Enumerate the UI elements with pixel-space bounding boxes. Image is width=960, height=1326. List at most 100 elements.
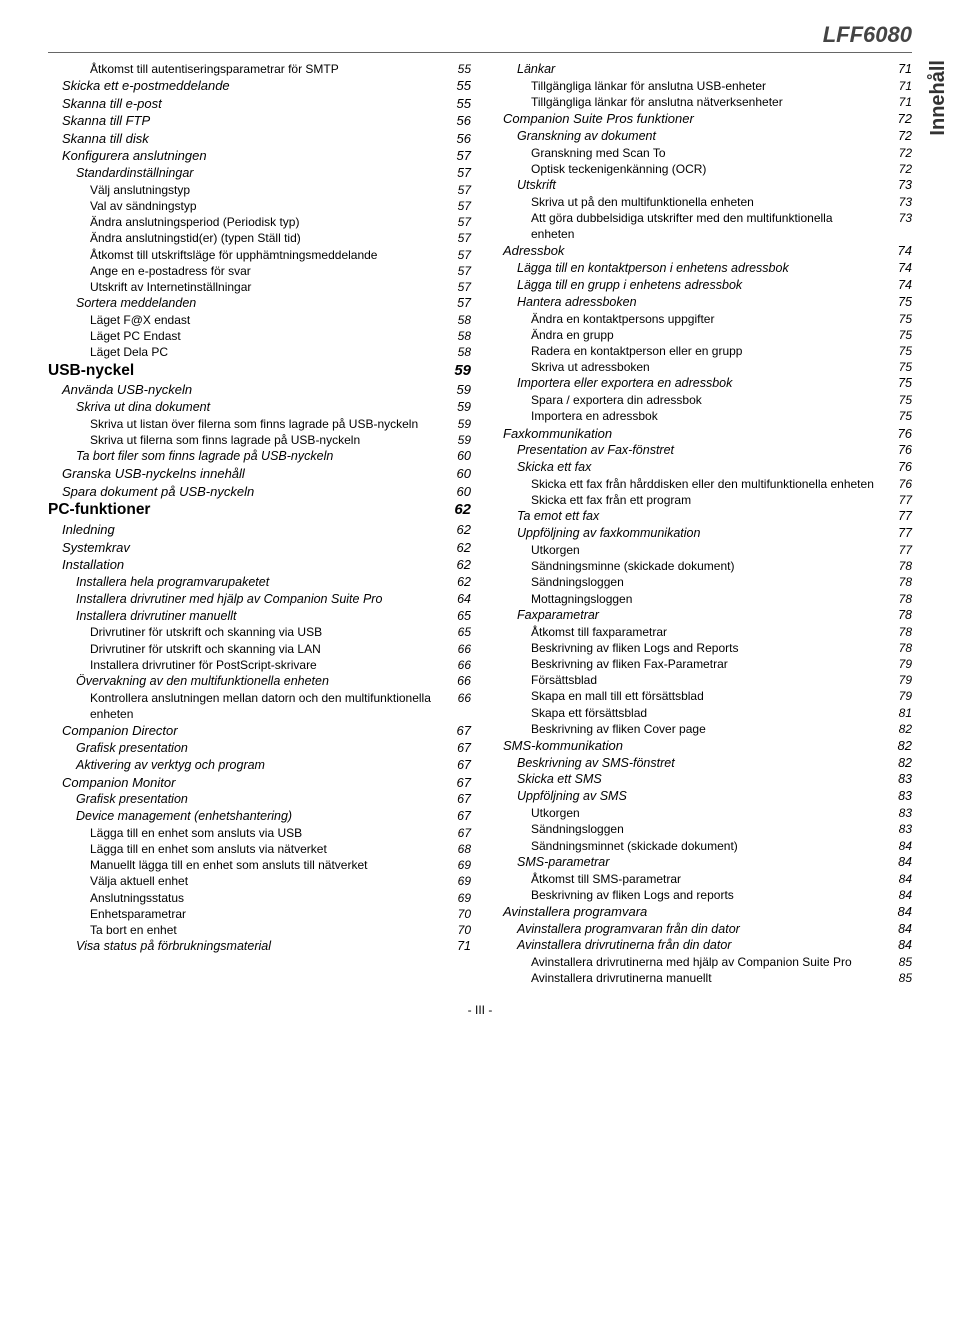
toc-label: Radera en kontaktperson eller en grupp [531, 343, 884, 359]
toc-label: Försättsblad [531, 672, 884, 688]
toc-page: 67 [443, 808, 471, 825]
toc-row: Avinstallera drivrutinerna från din dato… [489, 937, 912, 954]
toc-row: Beskrivning av fliken Fax-Parametrar79 [489, 656, 912, 672]
toc-page: 79 [884, 656, 912, 672]
toc-label: Läget Dela PC [90, 344, 443, 360]
toc-label: Tillgängliga länkar för anslutna nätverk… [531, 94, 884, 110]
toc-row: Åtkomst till autentiseringsparametrar fö… [48, 61, 471, 77]
toc-label: Granska USB-nyckelns innehåll [62, 465, 443, 483]
toc-label: Åtkomst till utskriftsläge för upphämtni… [90, 247, 443, 263]
toc-row: Konfigurera anslutningen57 [48, 147, 471, 165]
toc-page: 78 [884, 591, 912, 607]
toc-label: Konfigurera anslutningen [62, 147, 443, 165]
toc-label: Spara dokument på USB-nyckeln [62, 483, 443, 501]
toc-label: Avinstallera programvara [503, 903, 884, 921]
toc-page: 60 [443, 483, 471, 501]
toc-row: Ändra en kontaktpersons uppgifter75 [489, 311, 912, 327]
toc-row: Ta emot ett fax77 [489, 508, 912, 525]
toc-row: Utkorgen77 [489, 542, 912, 558]
toc-page: 84 [884, 903, 912, 921]
toc-page: 71 [884, 94, 912, 110]
toc-page: 62 [443, 521, 471, 539]
side-tab-label: Innehåll [927, 60, 950, 136]
toc-row: Installera hela programvarupaketet62 [48, 574, 471, 591]
toc-label: Skriva ut filerna som finns lagrade på U… [90, 432, 443, 448]
toc-page: 78 [884, 558, 912, 574]
toc-row: Spara dokument på USB-nyckeln60 [48, 483, 471, 501]
toc-label: Spara / exportera din adressbok [531, 392, 884, 408]
toc-row: Installera drivrutiner med hjälp av Comp… [48, 591, 471, 608]
toc-row: Beskrivning av SMS-fönstret82 [489, 755, 912, 772]
toc-row: Sändningsminne (skickade dokument)78 [489, 558, 912, 574]
toc-label: Skriva ut listan över filerna som finns … [90, 416, 443, 432]
toc-label: Skicka ett fax [517, 459, 884, 476]
toc-row: Enhetsparametrar70 [48, 906, 471, 922]
toc-label: Manuellt lägga till en enhet som ansluts… [90, 857, 443, 873]
toc-label: Välja aktuell enhet [90, 873, 443, 889]
toc-label: Avinstallera drivrutinerna manuellt [531, 970, 884, 986]
toc-label: Lägga till en grupp i enhetens adressbok [517, 277, 884, 294]
toc-page: 67 [443, 722, 471, 740]
toc-row: Presentation av Fax-fönstret76 [489, 442, 912, 459]
toc-row: Avinstallera programvara84 [489, 903, 912, 921]
toc-row: Grafisk presentation67 [48, 740, 471, 757]
toc-row: Skapa ett försättsblad81 [489, 705, 912, 721]
toc-label: Adressbok [503, 242, 884, 260]
toc-label: Uppföljning av faxkommunikation [517, 525, 884, 542]
toc-label: Beskrivning av fliken Fax-Parametrar [531, 656, 884, 672]
toc-row: Grafisk presentation67 [48, 791, 471, 808]
toc-row: Beskrivning av fliken Logs and Reports78 [489, 640, 912, 656]
toc-row: Val av sändningstyp57 [48, 198, 471, 214]
toc-label: Avinstallera drivrutinerna från din dato… [517, 937, 884, 954]
toc-page: 75 [884, 392, 912, 408]
page-footer: - III - [48, 1003, 912, 1017]
toc-row: Faxkommunikation76 [489, 425, 912, 443]
toc-page: 75 [884, 375, 912, 392]
toc-page: 71 [443, 938, 471, 955]
toc-page: 74 [884, 242, 912, 260]
toc-row: Välj anslutningstyp57 [48, 182, 471, 198]
toc-page: 83 [884, 821, 912, 837]
toc-page: 78 [884, 624, 912, 640]
toc-row: Försättsblad79 [489, 672, 912, 688]
toc-page: 69 [443, 890, 471, 906]
toc-row: Skicka ett fax från ett program77 [489, 492, 912, 508]
toc-row: Lägga till en enhet som ansluts via USB6… [48, 825, 471, 841]
toc-label: Utskrift av Internetinställningar [90, 279, 443, 295]
toc-label: Lägga till en enhet som ansluts via nätv… [90, 841, 443, 857]
toc-row: Skicka ett fax från hårddisken eller den… [489, 476, 912, 492]
toc-row: SMS-parametrar84 [489, 854, 912, 871]
toc-page: 57 [443, 214, 471, 230]
toc-label: Drivrutiner för utskrift och skanning vi… [90, 624, 443, 640]
toc-page: 75 [884, 311, 912, 327]
toc-row: Skriva ut dina dokument59 [48, 399, 471, 416]
toc-label: Installation [62, 556, 443, 574]
toc-page: 72 [884, 128, 912, 145]
toc-label: Skicka ett e-postmeddelande [62, 77, 443, 95]
toc-row: Läget F@X endast58 [48, 312, 471, 328]
toc-label: Granskning av dokument [517, 128, 884, 145]
toc-label: Övervakning av den multifunktionella enh… [76, 673, 443, 690]
toc-label: Utskrift [517, 177, 884, 194]
toc-row: Spara / exportera din adressbok75 [489, 392, 912, 408]
toc-row: Sortera meddelanden57 [48, 295, 471, 312]
toc-label: Ändra anslutningsperiod (Periodisk typ) [90, 214, 443, 230]
toc-label: Aktivering av verktyg och program [76, 757, 443, 774]
toc-page: 79 [884, 672, 912, 688]
toc-label: Mottagningsloggen [531, 591, 884, 607]
toc-label: Skriva ut dina dokument [76, 399, 443, 416]
toc-row: Ange en e-postadress för svar57 [48, 263, 471, 279]
toc-page: 75 [884, 408, 912, 424]
toc-label: Faxparametrar [517, 607, 884, 624]
toc-page: 82 [884, 721, 912, 737]
toc-label: Skicka ett fax från ett program [531, 492, 884, 508]
toc-label: Companion Director [62, 722, 443, 740]
toc-row: Importera eller exportera en adressbok75 [489, 375, 912, 392]
toc-page: 76 [884, 425, 912, 443]
toc-label: Läget F@X endast [90, 312, 443, 328]
toc-page: 65 [443, 624, 471, 640]
toc-row: Companion Monitor67 [48, 774, 471, 792]
toc-row: Drivrutiner för utskrift och skanning vi… [48, 624, 471, 640]
toc-row: Drivrutiner för utskrift och skanning vi… [48, 641, 471, 657]
toc-label: Visa status på förbrukningsmaterial [76, 938, 443, 955]
